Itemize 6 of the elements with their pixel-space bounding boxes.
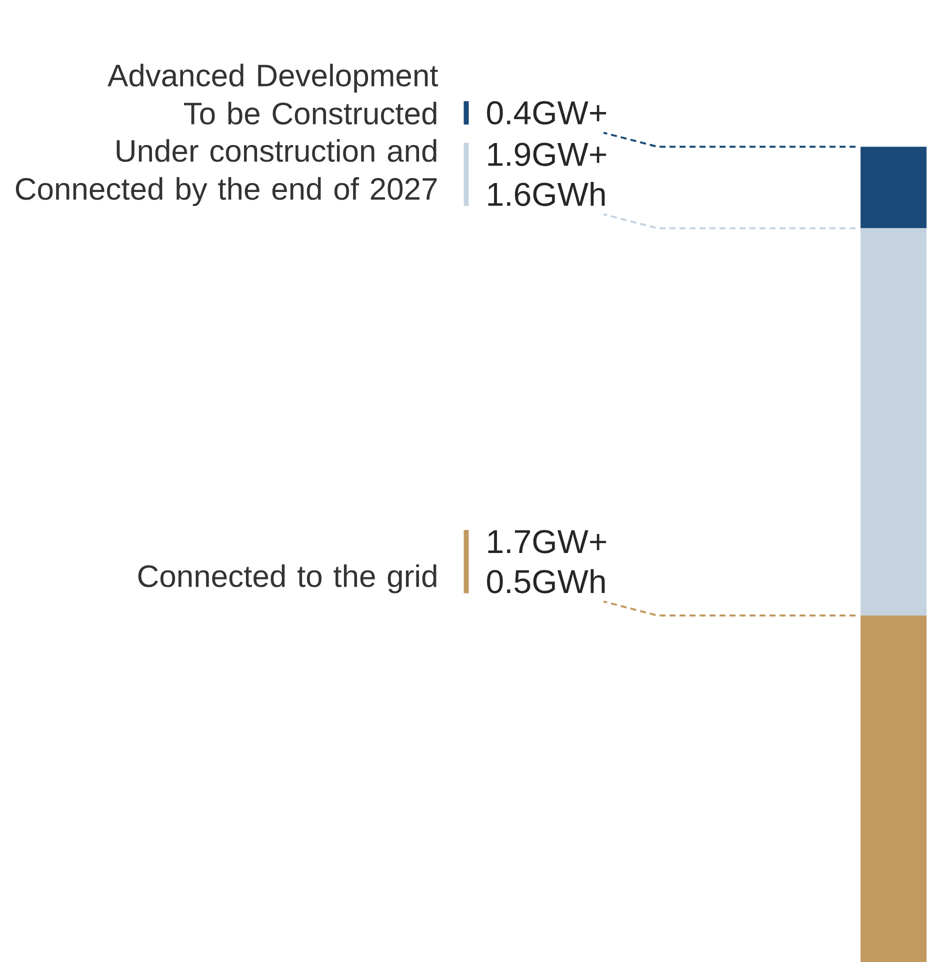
data-label: 0.4GW+	[487, 101, 606, 125]
legend-label: Advanced Development To be Constructed	[108, 64, 438, 125]
legend-label: Under construction and Connected by the end of 2027	[16, 139, 437, 206]
legend-label: Connected to the grid	[138, 564, 436, 594]
data-label: 1.9GW+ 1.6GWh	[488, 142, 606, 206]
data-label: 1.7GW+ 0.5GWh	[487, 530, 606, 594]
